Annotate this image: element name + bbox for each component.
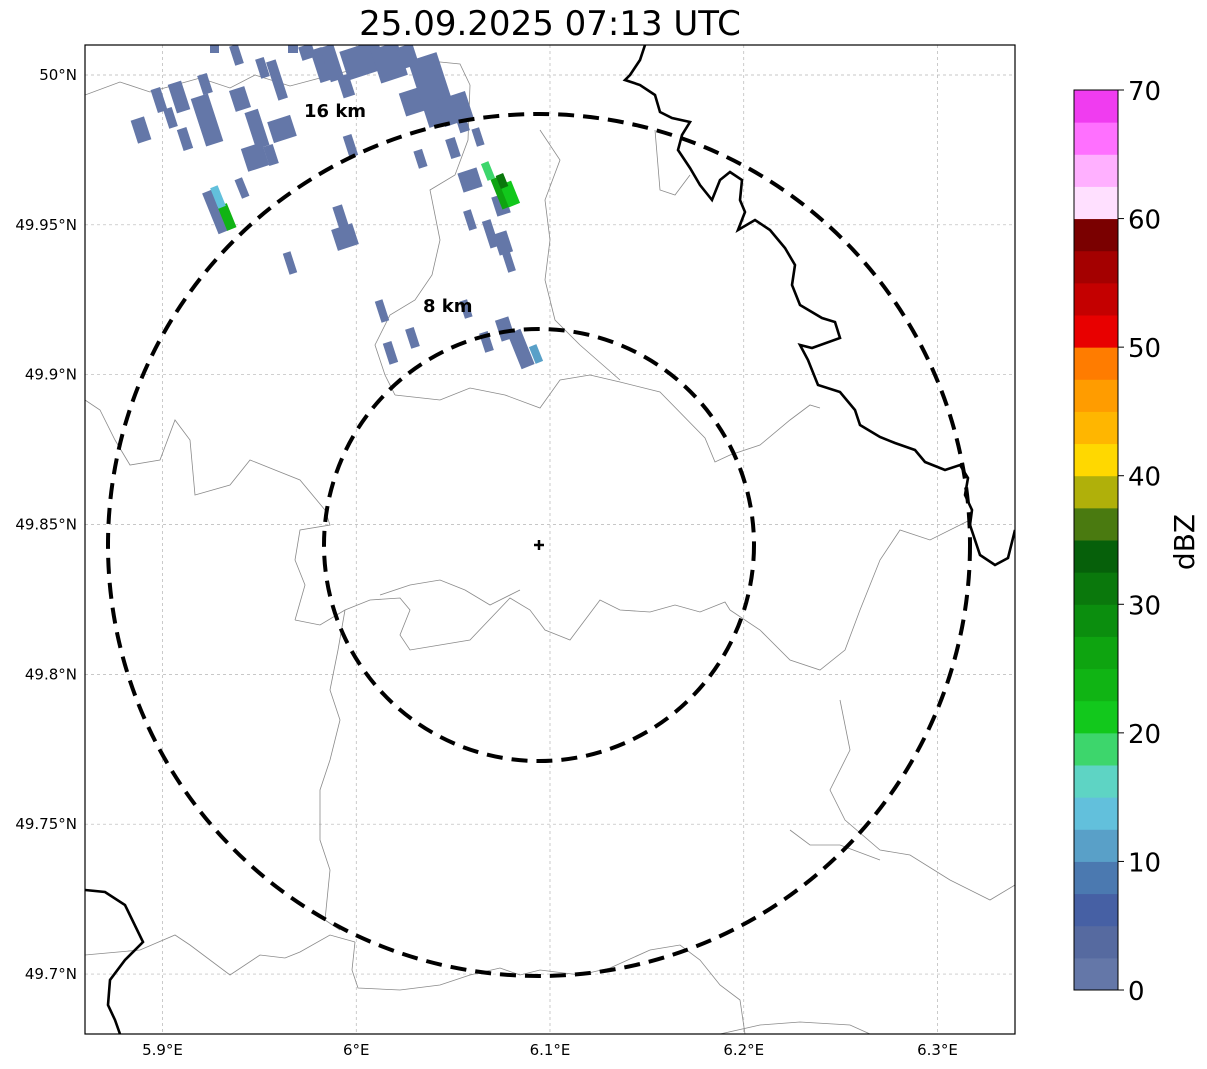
colorbar-segment — [1074, 475, 1118, 509]
colorbar-segment — [1074, 925, 1118, 959]
longitude-tick-labels: 5.9°E 6°E 6.1°E 6.2°E 6.3°E — [142, 1041, 958, 1059]
colorbar-tick-label: 20 — [1128, 720, 1161, 750]
colorbar-frame — [1073, 89, 1119, 991]
colorbar-segment — [1074, 90, 1118, 123]
colorbar-segment — [1074, 668, 1118, 702]
radar-site-marker — [534, 540, 544, 550]
colorbar-segment — [1074, 186, 1118, 220]
lon-tick-label: 6.1°E — [530, 1041, 571, 1059]
map-title: 25.09.2025 07:13 UTC — [359, 4, 741, 44]
colorbar-segment — [1074, 540, 1118, 573]
colorbar-segment — [1074, 636, 1118, 670]
range-ring-8km — [322, 327, 756, 763]
colorbar-segment — [1074, 861, 1118, 895]
colorbar-segment — [1074, 282, 1118, 316]
colorbar-segment — [1074, 957, 1118, 991]
colorbar-segment — [1074, 379, 1118, 412]
colorbar-tick-label: 50 — [1128, 334, 1161, 364]
colorbar-segment — [1074, 604, 1118, 637]
colorbar-tick-label: 30 — [1128, 591, 1161, 621]
colorbar-segment — [1074, 443, 1118, 477]
colorbar-tick-labels: 0 10 20 30 40 50 60 70 — [1118, 77, 1161, 1007]
lat-tick-label: 49.8°N — [25, 665, 77, 683]
radar-echoes — [130, 45, 535, 370]
colorbar-tick-label: 60 — [1128, 206, 1161, 236]
lat-tick-label: 49.95°N — [15, 216, 77, 234]
map-gridlines — [85, 45, 1015, 1034]
colorbar-tick-label: 70 — [1128, 77, 1161, 107]
colorbar-label: dBZ — [1168, 514, 1201, 570]
lon-tick-label: 6.2°E — [723, 1041, 764, 1059]
lat-tick-label: 50°N — [39, 66, 77, 84]
colorbar — [1073, 89, 1119, 991]
radar-echoes-strong — [210, 161, 544, 364]
colorbar-segment — [1074, 572, 1118, 605]
colorbar-segment — [1074, 154, 1118, 187]
lat-tick-label: 49.7°N — [25, 965, 77, 983]
range-rings — [106, 112, 972, 978]
map-frame — [84, 44, 1016, 1035]
colorbar-segment — [1074, 732, 1118, 766]
lon-tick-label: 6.3°E — [917, 1041, 958, 1059]
colorbar-tick-label: 0 — [1128, 977, 1145, 1007]
colorbar-segment — [1074, 829, 1118, 862]
colorbar-segment — [1074, 218, 1118, 252]
colorbar-tick-label: 10 — [1128, 848, 1161, 878]
latitude-tick-labels: 50°N 49.95°N 49.9°N 49.85°N 49.8°N 49.75°N 49.… — [15, 66, 77, 983]
colorbar-segment — [1074, 122, 1118, 155]
colorbar-segment — [1074, 700, 1118, 734]
colorbar-segment — [1074, 347, 1118, 380]
colorbar-tick-label: 40 — [1128, 463, 1161, 493]
lat-tick-label: 49.85°N — [15, 516, 77, 534]
colorbar-segment — [1074, 315, 1118, 348]
ring-label-16km: 16 km — [304, 101, 366, 122]
colorbar-segment — [1074, 250, 1118, 284]
lon-tick-label: 6°E — [343, 1041, 370, 1059]
colorbar-segment — [1074, 893, 1118, 927]
colorbar-segment — [1074, 411, 1118, 445]
ring-label-8km: 8 km — [423, 296, 473, 317]
range-ring-16km — [106, 112, 972, 978]
colorbar-segment — [1074, 797, 1118, 830]
lon-tick-label: 5.9°E — [142, 1041, 183, 1059]
colorbar-segment — [1074, 507, 1118, 541]
lat-tick-label: 49.9°N — [25, 366, 77, 384]
colorbar-segment — [1074, 765, 1118, 798]
lat-tick-label: 49.75°N — [15, 815, 77, 833]
